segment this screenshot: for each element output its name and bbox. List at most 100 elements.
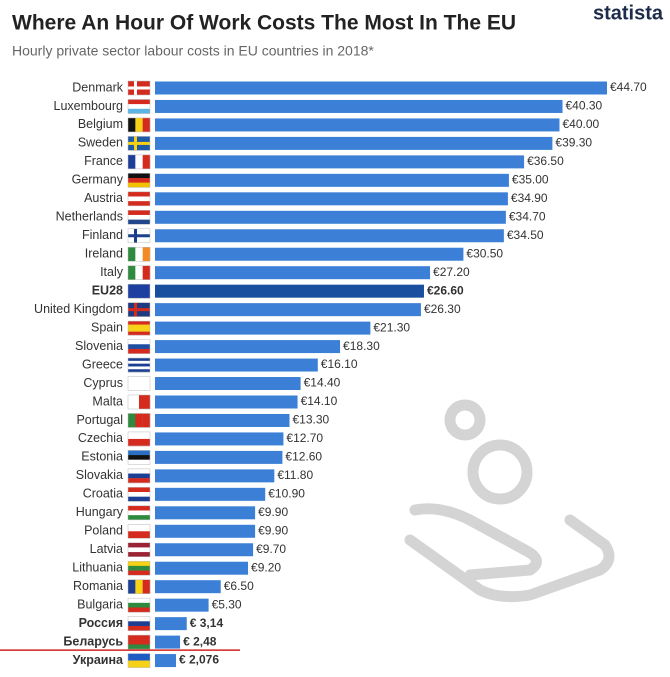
flag-part (128, 653, 150, 661)
bar (155, 561, 249, 575)
bar (155, 99, 563, 113)
flag-part (135, 579, 143, 594)
flag (127, 136, 151, 151)
flag-border (127, 542, 151, 557)
flag-part (128, 459, 150, 465)
flag-part (135, 247, 143, 262)
flag-part (128, 496, 150, 502)
flag (127, 468, 151, 484)
flag (127, 228, 151, 244)
flag (127, 394, 151, 410)
category-label: Ireland (85, 247, 123, 261)
flag (127, 191, 151, 207)
value-label: €30.50 (466, 246, 503, 260)
bar (155, 506, 256, 520)
flag-part (128, 117, 136, 132)
category-label: Украина (73, 653, 124, 667)
value-label: €12.70 (286, 431, 323, 445)
flag-part (128, 328, 150, 332)
flag-part (128, 366, 150, 370)
flag-part (128, 284, 150, 299)
flag-border (127, 228, 151, 244)
flag (127, 80, 151, 96)
flag (127, 542, 151, 557)
flag-part (128, 473, 150, 479)
flag-part (128, 348, 150, 354)
chart-title: Where An Hour Of Work Costs The Most In … (12, 12, 516, 35)
flag-part (135, 413, 143, 428)
flag-part (128, 324, 150, 329)
value-label: €34.90 (511, 191, 548, 205)
flag-part (128, 455, 150, 460)
flag (127, 616, 151, 631)
value-label: €36.50 (527, 154, 564, 168)
bar (155, 136, 553, 150)
value-label: €26.30 (424, 302, 461, 316)
bar (155, 617, 187, 631)
bar (155, 377, 301, 391)
category-label: Greece (82, 357, 123, 371)
flag-part (128, 542, 150, 548)
flag-part (128, 182, 150, 188)
category-label: Denmark (72, 80, 123, 94)
flag-border (127, 357, 151, 373)
flag-border (127, 450, 151, 465)
value-label: €14.10 (301, 394, 338, 408)
value-label: €27.20 (433, 265, 470, 279)
category-label: Беларусь (63, 634, 123, 648)
flag-part (128, 552, 150, 557)
value-label: €34.50 (507, 228, 544, 242)
flag (127, 505, 151, 521)
flag-part (128, 602, 150, 608)
chart-subtitle: Hourly private sector labour costs in EU… (12, 43, 374, 59)
flag-part (139, 394, 151, 409)
flag-border (127, 210, 151, 225)
flag-border (127, 173, 151, 188)
flag-part (128, 413, 136, 428)
bar (155, 247, 464, 261)
flag-part (128, 363, 150, 367)
brand-logo: statista (593, 2, 664, 24)
flag-border (127, 616, 151, 631)
flag-border (127, 99, 151, 114)
flag (127, 653, 151, 668)
flag-part (135, 117, 143, 132)
category-label: Germany (72, 173, 124, 187)
flag-part (128, 635, 150, 640)
flag-part (128, 565, 150, 571)
flag-border (127, 468, 151, 484)
value-label: €10.90 (268, 487, 305, 501)
bar (155, 580, 221, 594)
category-label: Czechia (78, 431, 123, 445)
category-label: Slovenia (75, 339, 123, 353)
flag-border (127, 320, 151, 336)
flag (127, 99, 151, 114)
flag-part (128, 579, 136, 594)
flag (127, 597, 151, 613)
flag-part (128, 234, 150, 238)
bar (155, 432, 284, 446)
flag (127, 154, 151, 170)
category-label: Sweden (78, 136, 123, 150)
category-label: Lithuania (72, 561, 123, 575)
flag-part (128, 99, 150, 105)
flag-border (127, 505, 151, 521)
flag-part (128, 210, 150, 216)
flag (127, 173, 151, 188)
flag-part (128, 358, 150, 362)
flag-part (128, 344, 150, 350)
bar (155, 413, 290, 427)
value-label: €6.50 (224, 579, 254, 593)
flag (127, 376, 151, 391)
value-label: €35.00 (512, 173, 549, 187)
flag-border (127, 634, 151, 650)
category-label: Bulgaria (77, 597, 123, 611)
flag (127, 450, 151, 465)
bar (155, 654, 176, 668)
value-label: €40.30 (566, 99, 603, 113)
value-label: €18.30 (343, 339, 380, 353)
value-label: € 2,48 (183, 634, 217, 648)
flag (127, 634, 151, 650)
flag-part (142, 247, 151, 262)
